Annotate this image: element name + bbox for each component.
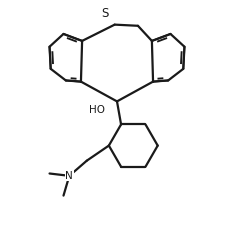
Text: S: S [102, 7, 109, 20]
Text: N: N [66, 171, 73, 181]
Text: HO: HO [89, 105, 105, 114]
